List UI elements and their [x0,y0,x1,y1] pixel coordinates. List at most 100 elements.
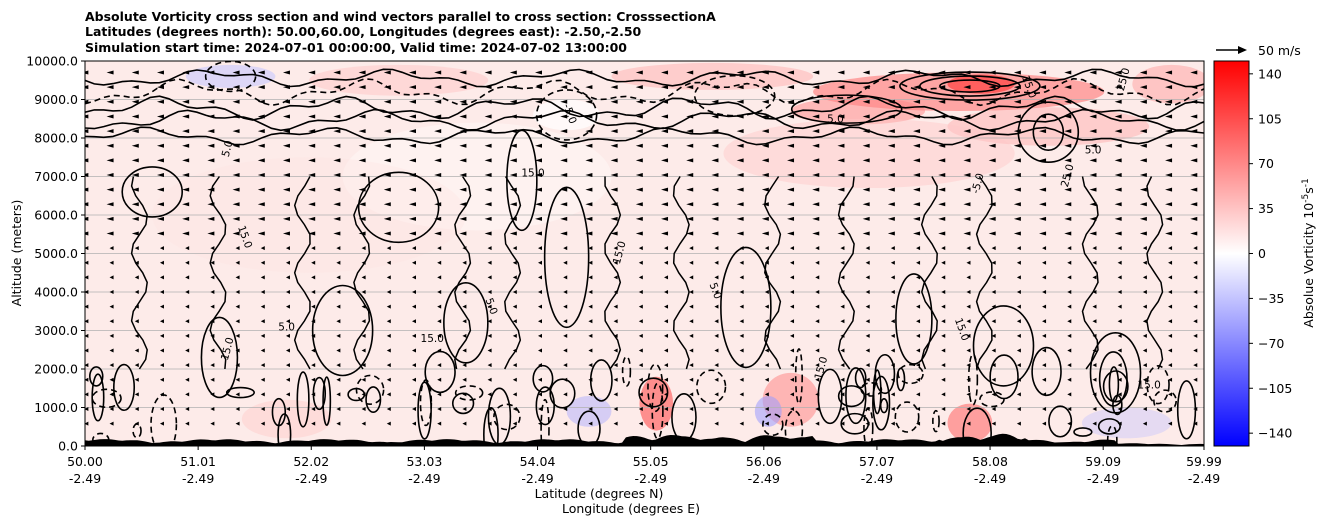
vorticity-patch [723,118,1015,189]
wind-vector [257,187,265,192]
wind-vector [563,363,568,368]
wind-vector [386,392,391,397]
wind-vector [991,304,996,309]
wind-vector [991,290,996,294]
wind-vector [207,187,215,192]
wind-vector [1016,407,1021,412]
wind-vector [1039,216,1047,221]
contour-line [577,410,601,446]
wind-vector [85,304,89,309]
wind-vector [257,70,265,75]
wind-vector [260,363,265,368]
wind-vector [512,275,517,280]
wind-vector [764,421,769,426]
wind-vector [865,363,870,368]
wind-vector [131,99,139,104]
contour-label: 5.0 [278,322,295,334]
wind-vector [185,246,190,251]
wind-vector [812,158,820,163]
wind-vector [941,333,946,338]
wind-vector [207,70,215,75]
wind-vector [484,143,492,148]
wind-vector [106,114,114,119]
wind-vector [815,246,820,251]
wind-vector [840,246,845,251]
wind-vector [1092,392,1097,397]
wind-vector [1067,348,1072,353]
wind-vector [787,231,795,236]
contour-line [277,413,292,446]
wind-vector [109,421,114,426]
wind-vector [509,231,517,236]
wind-vector [787,172,795,177]
wind-vector [182,202,190,207]
wind-vector [462,377,467,382]
wind-vector [1165,70,1173,75]
wind-vector [1016,392,1021,397]
wind-vector [257,216,265,221]
wind-vector [538,363,543,368]
wind-vector [1064,129,1072,134]
contour-line [88,366,104,387]
contour-line [113,363,136,412]
wind-vector [134,421,139,426]
wind-vector [890,363,895,368]
wind-vector [787,143,795,148]
wind-vector [336,348,341,353]
wind-vector [1092,377,1097,382]
wind-vector [1190,158,1198,163]
wind-vector [210,333,215,338]
wind-vector [1114,99,1122,104]
colorbar-tick-label: 140 [1258,66,1282,81]
contour-line [91,388,122,409]
wind-vector [988,216,996,221]
wind-vector [1016,290,1021,294]
colorbar-tick-label: 105 [1258,111,1282,126]
wind-vector [408,114,416,119]
wind-vector [156,114,164,119]
wind-vector [1142,363,1147,368]
wind-vector [282,216,290,221]
contour-line [419,379,433,427]
wind-vector [182,172,190,177]
wind-vector [635,114,643,119]
wind-vector [538,392,543,397]
wind-vector [865,333,870,338]
wind-vector [613,377,618,382]
y-tick-label: 4000.0 [34,285,78,300]
wind-vector [560,70,568,75]
wind-vector [106,143,114,148]
wind-vector [1013,143,1021,148]
wind-vector [134,275,139,280]
wind-vector [689,260,694,265]
wind-vector [815,275,820,280]
wind-vector [1190,216,1198,221]
vorticity-patch [639,376,674,431]
plot-area: 15.05.015.05.015.05.015.015.05.015.05.01… [85,61,1204,446]
wind-vector [437,304,442,309]
wind-vector [1067,363,1072,368]
wind-vector [383,85,391,90]
contour-line [696,369,727,405]
contour-line [845,367,867,425]
wind-vector [787,158,795,163]
contour-line [1153,389,1177,413]
wind-vector [764,319,769,324]
wind-vector [185,421,190,426]
wind-vector [1114,158,1122,163]
wind-vector [790,377,795,382]
wind-vector [714,290,719,294]
wind-vector [311,246,316,251]
wind-vector [159,290,164,294]
wind-vector [358,99,366,104]
vorticity-patch [309,64,489,96]
wind-vector [966,304,971,309]
wind-vector [664,246,669,251]
contour-line [693,74,776,117]
wind-vector [966,392,971,397]
wind-vector [938,143,946,148]
wind-vector [1190,70,1198,75]
wind-vector [689,377,694,382]
wind-vector [131,70,139,75]
contour-line [817,368,843,425]
